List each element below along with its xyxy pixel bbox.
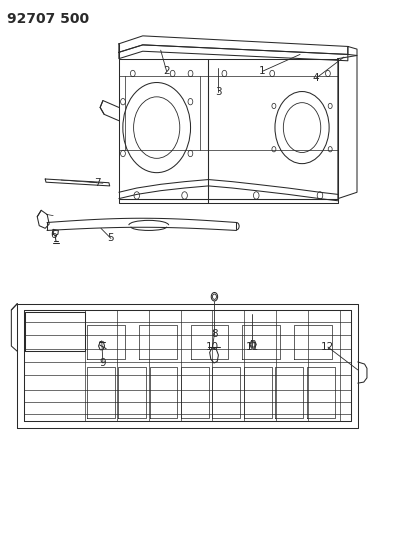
Text: 9: 9: [99, 358, 106, 368]
Text: 1: 1: [259, 67, 265, 76]
Text: 10: 10: [206, 342, 219, 352]
Text: 11: 11: [246, 342, 259, 352]
Text: 5: 5: [107, 233, 114, 244]
Text: 3: 3: [215, 86, 222, 96]
Text: 12: 12: [321, 342, 334, 352]
Text: 2: 2: [163, 67, 170, 76]
Text: 4: 4: [313, 73, 319, 83]
Text: 6: 6: [50, 230, 57, 240]
Text: 7: 7: [94, 177, 100, 188]
Text: 8: 8: [211, 329, 218, 339]
Text: 92707 500: 92707 500: [7, 12, 89, 26]
